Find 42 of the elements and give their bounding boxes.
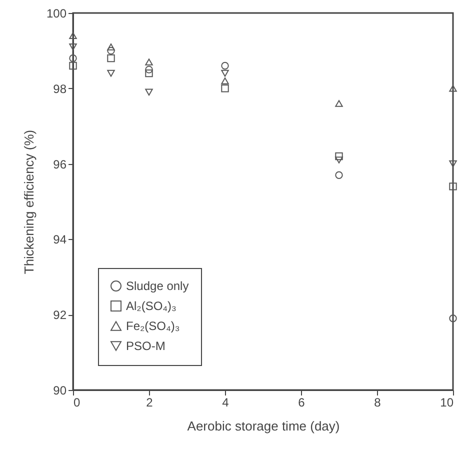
x-tick-label: 6 [298,396,306,410]
point [69,62,77,70]
y-axis-title: Thickening efficiency (%) [21,130,36,274]
point [221,62,229,70]
x-tick-label: 0 [74,396,80,410]
x-tick-label: 4 [222,396,230,410]
point [145,88,153,96]
point [145,69,153,78]
y-tick-label: 90 [53,384,67,398]
y-tick-label: 92 [53,308,67,322]
point [335,156,343,164]
legend-label: Sludge only [126,279,189,293]
point [69,44,77,50]
legend-label: Fe₂(SO₄)₃ [126,319,180,333]
y-tick-label: 100 [46,6,67,20]
y-tick-label: 96 [53,157,67,172]
point [145,58,153,66]
x-tick-label: 8 [374,396,382,410]
point [145,66,153,74]
legend-label: PSO-M [126,339,166,353]
point [335,152,343,160]
point [449,160,457,168]
x-tick-label: 10 [440,396,454,410]
point [221,84,229,92]
y-tick-label: 94 [53,232,67,247]
point [69,54,77,62]
point [221,77,229,84]
point [69,32,77,40]
x-axis-title: Aerobic storage time (day) [187,418,340,434]
point [335,100,343,107]
x-tick-label: 2 [146,396,154,410]
legend-label: Al₂(SO₄)₃ [126,299,177,313]
point [449,84,457,92]
point [221,70,229,77]
point [335,171,343,179]
point [107,54,115,62]
y-tick-label: 98 [53,82,67,96]
point [107,70,115,77]
point [107,46,115,55]
point [107,44,115,50]
point [449,182,457,190]
point [449,314,457,322]
